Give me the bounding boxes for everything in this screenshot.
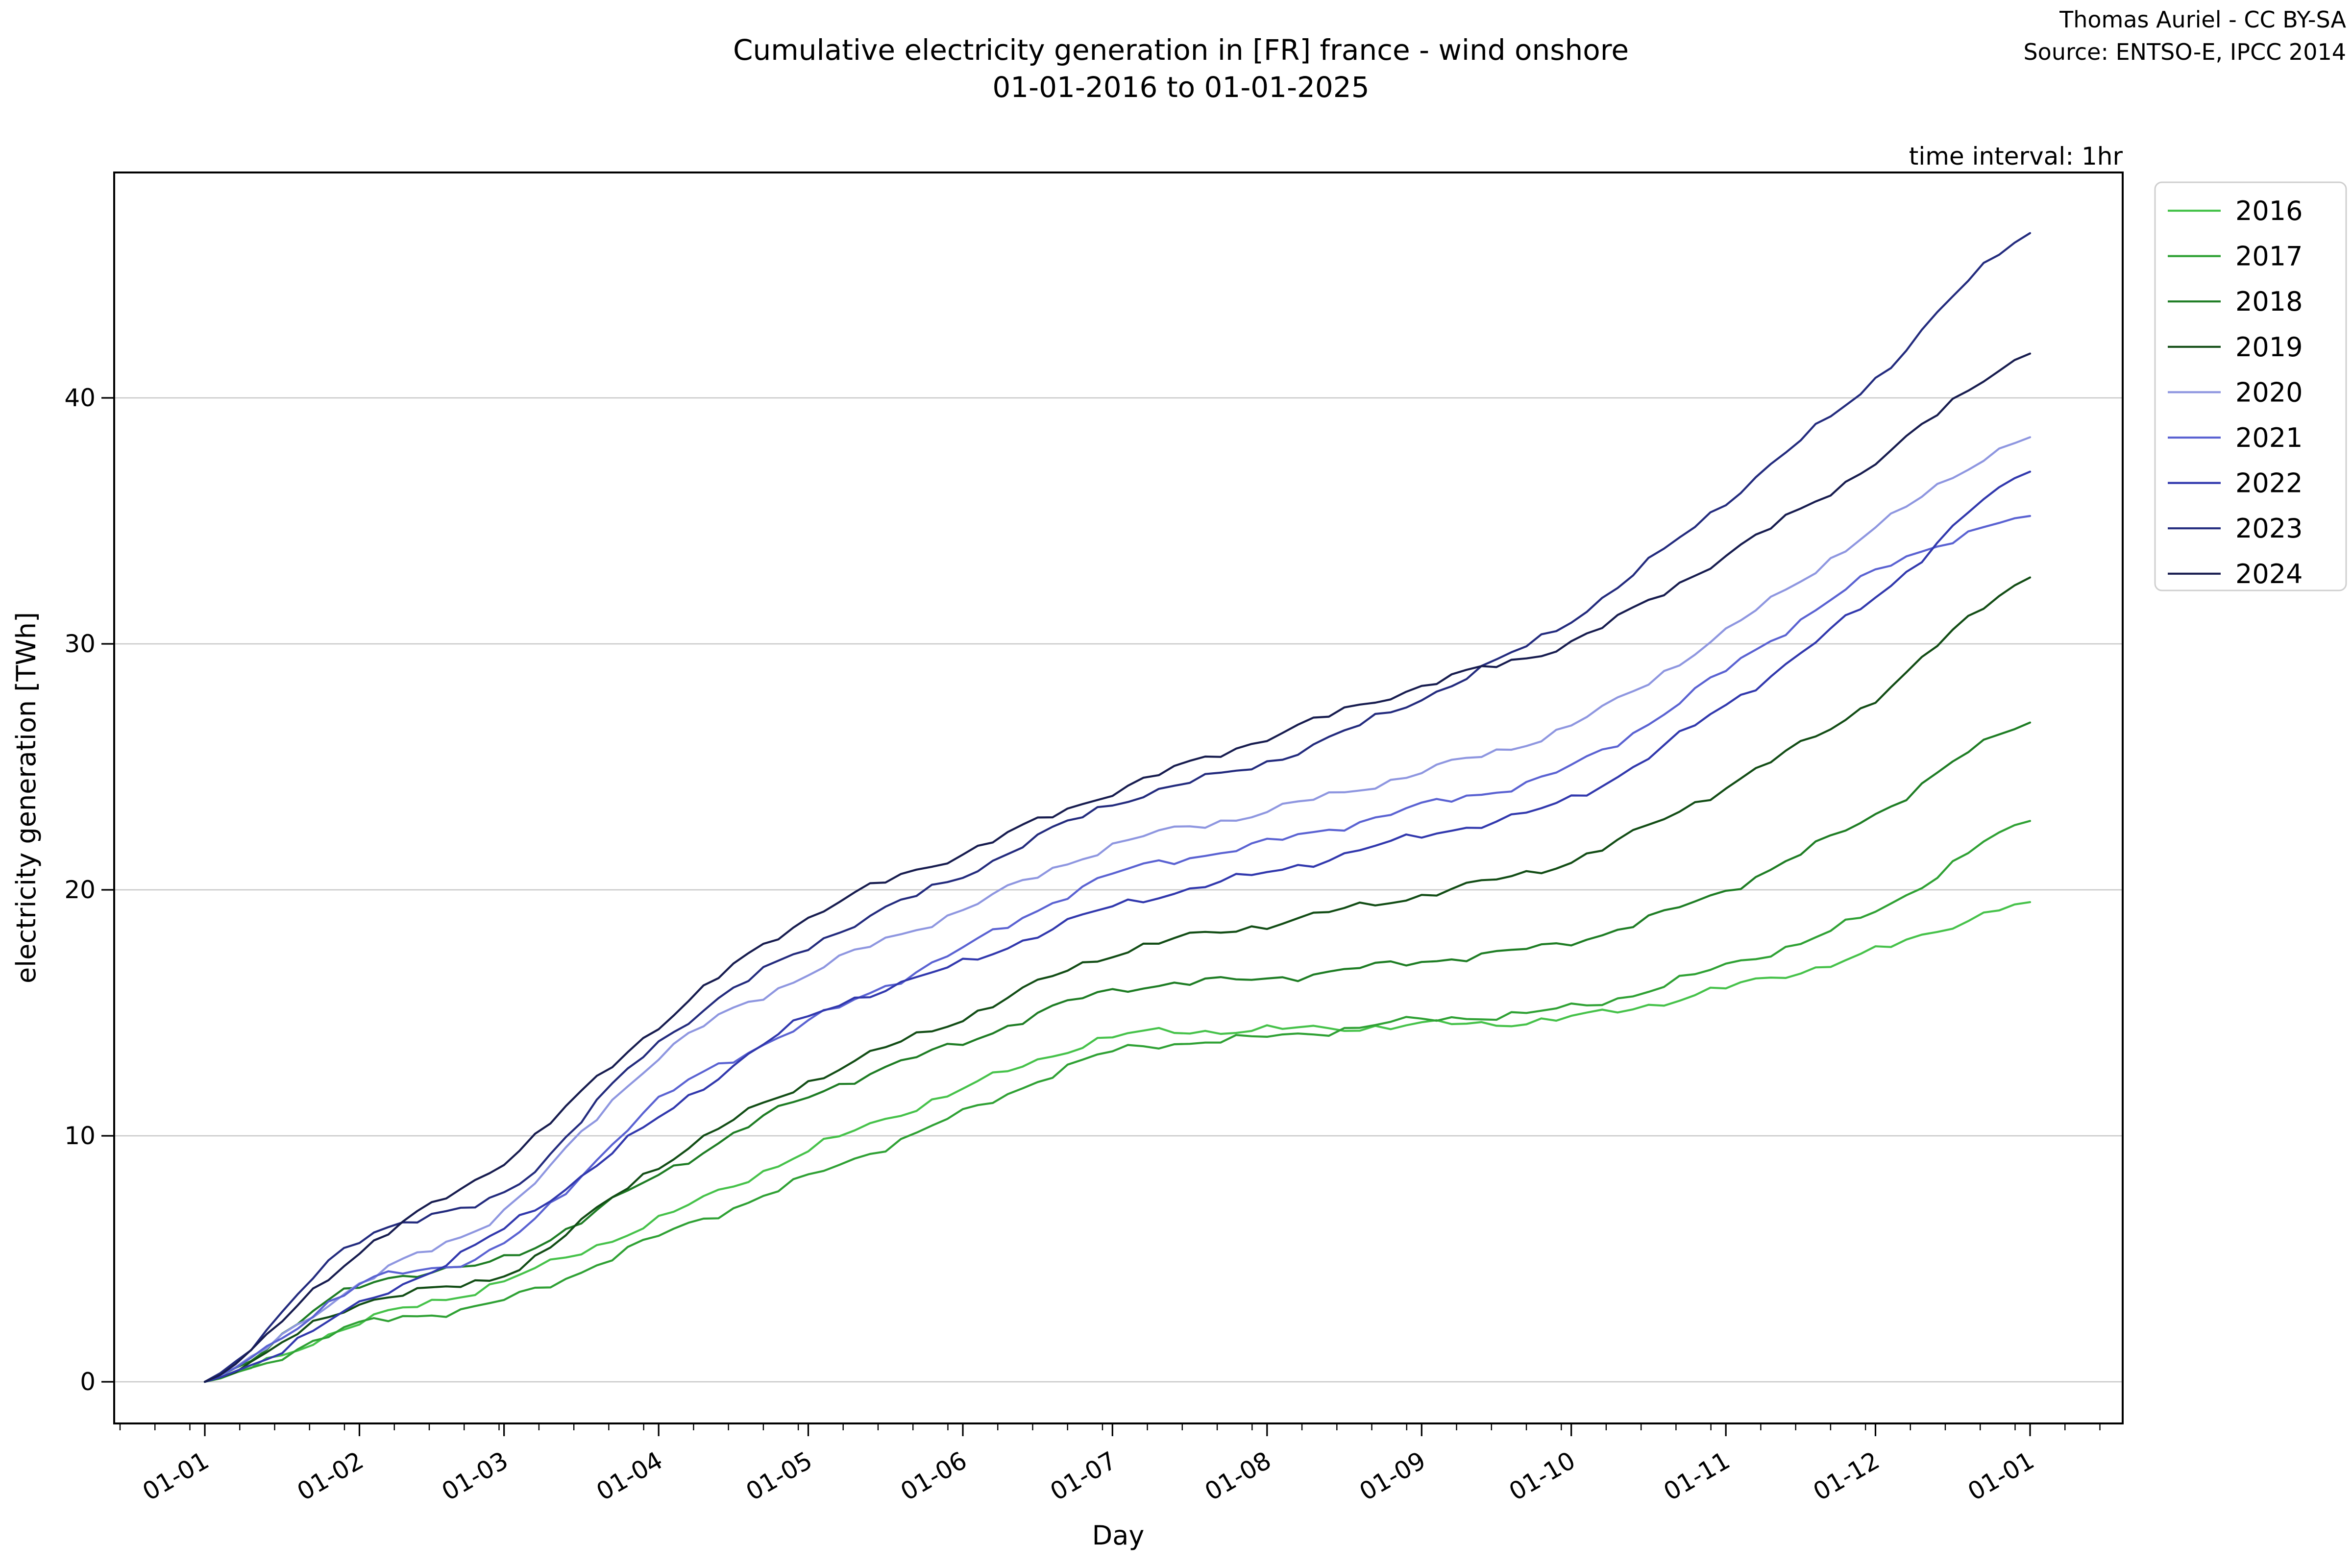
legend-label-2023: 2023 <box>2235 513 2303 544</box>
series-line-2022 <box>203 470 2032 1383</box>
series-line-2023 <box>203 232 2032 1383</box>
series-line-2019 <box>203 576 2032 1383</box>
y-axis-ticks: 0 10 20 30 40 <box>64 384 114 1396</box>
y-tick-label: 10 <box>64 1122 96 1150</box>
x-tick-label: 01-01 <box>138 1446 214 1506</box>
series-line-2021 <box>203 514 2032 1383</box>
attribution-source: Source: ENTSO-E, IPCC 2014 <box>2023 39 2346 65</box>
x-tick-label: 01-09 <box>1355 1446 1431 1506</box>
series-line-2020 <box>203 436 2032 1383</box>
attribution-author: Thomas Auriel - CC BY-SA <box>2059 6 2346 33</box>
legend-label-2017: 2017 <box>2235 241 2303 272</box>
x-tick-label: 01-08 <box>1200 1446 1276 1506</box>
legend-label-2022: 2022 <box>2235 468 2303 499</box>
legend-label-2016: 2016 <box>2235 196 2303 226</box>
x-axis-ticks: 01-01 01-02 01-03 01-04 01-05 01-06 01-07 01-08… <box>119 1423 2101 1506</box>
series-line-2018 <box>203 721 2032 1383</box>
x-tick-label: 01-04 <box>591 1446 667 1506</box>
legend: 2016 2017 2018 2019 2020 2021 2022 2023 2024 <box>2154 181 2347 591</box>
x-tick-label: 01-10 <box>1504 1446 1580 1506</box>
y-tick-label: 30 <box>64 630 96 658</box>
legend-label-2024: 2024 <box>2235 559 2303 589</box>
gridlines <box>114 397 2123 1383</box>
legend-label-2021: 2021 <box>2235 422 2303 453</box>
legend-label-2018: 2018 <box>2235 286 2303 317</box>
series-line-2017 <box>203 820 2032 1383</box>
series-line-2016 <box>203 901 2032 1383</box>
y-tick-label: 40 <box>64 384 96 412</box>
chart-title-line1: Cumulative electricity generation in [FR… <box>733 33 1629 67</box>
x-tick-label: 01-07 <box>1045 1446 1121 1506</box>
x-tick-label: 01-11 <box>1659 1446 1735 1506</box>
time-interval-note: time interval: 1hr <box>1909 142 2123 171</box>
x-tick-label: 01-03 <box>437 1446 513 1506</box>
x-tick-label: 01-12 <box>1809 1446 1885 1506</box>
x-tick-label: 01-06 <box>896 1446 972 1506</box>
series-line-2024 <box>203 352 2032 1383</box>
y-axis-label: electricity generation [TWh] <box>11 612 42 983</box>
chart-title-line2: 01-01-2016 to 01-01-2025 <box>992 71 1369 104</box>
y-tick-label: 20 <box>64 876 96 904</box>
x-tick-label: 01-02 <box>293 1446 368 1506</box>
x-tick-label: 01-01 <box>1963 1446 2039 1506</box>
legend-box <box>2154 181 2347 591</box>
plot-border <box>113 172 2124 1424</box>
series-lines <box>203 232 2032 1383</box>
legend-label-2019: 2019 <box>2235 332 2303 363</box>
x-tick-label: 01-05 <box>741 1446 817 1506</box>
y-tick-label: 0 <box>80 1368 96 1396</box>
x-axis-label: Day <box>1092 1520 1145 1551</box>
legend-label-2020: 2020 <box>2235 377 2303 408</box>
axes-spines <box>113 172 2124 1424</box>
